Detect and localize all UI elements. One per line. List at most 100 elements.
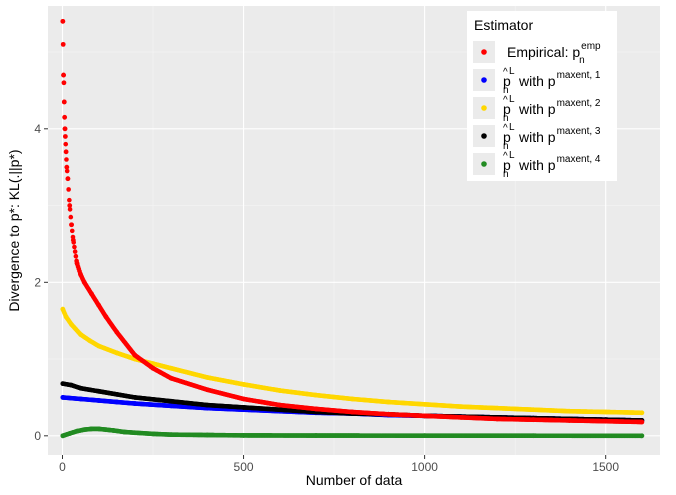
legend-label: with p xyxy=(518,129,556,145)
y-tick-label: 0 xyxy=(34,429,41,443)
point-empirical xyxy=(458,414,464,420)
point-empirical xyxy=(349,409,355,415)
legend-label-sup: maxent, 4 xyxy=(557,154,601,165)
point-empirical xyxy=(64,164,70,170)
hat-sup: L xyxy=(509,150,515,161)
point-maxent4 xyxy=(60,433,66,439)
legend-label-sub: n xyxy=(503,141,509,152)
point-maxent4 xyxy=(168,432,174,438)
point-maxent2 xyxy=(530,407,536,413)
point-maxent4 xyxy=(313,433,319,438)
hat-mark: ^ xyxy=(503,123,508,134)
point-maxent2 xyxy=(114,350,120,356)
point-empirical xyxy=(567,418,572,423)
point-maxent2 xyxy=(639,410,645,416)
point-empirical xyxy=(62,126,68,132)
point-empirical xyxy=(64,157,69,162)
legend-label: with p xyxy=(518,73,556,89)
legend-label-sup: maxent, 2 xyxy=(557,98,601,109)
y-axis-title: Divergence to p*: KL(.||p*) xyxy=(6,149,22,311)
point-maxent3 xyxy=(114,391,120,397)
point-maxent4 xyxy=(110,428,116,433)
point-empirical xyxy=(63,141,69,147)
point-maxent2 xyxy=(63,314,69,320)
legend-item-maxent1: ^ Lpn with p maxent, 1 xyxy=(473,66,601,96)
legend-item-empirical: Empirical: p emp n xyxy=(473,41,601,66)
p-symbol: p xyxy=(503,129,511,145)
point-empirical xyxy=(386,411,391,417)
legend-background xyxy=(467,11,617,181)
legend-swatch xyxy=(481,49,487,55)
point-maxent4 xyxy=(74,428,80,434)
point-maxent2 xyxy=(422,401,428,407)
point-maxent3 xyxy=(87,387,93,393)
point-maxent2 xyxy=(277,388,283,393)
legend-label-sup: maxent, 3 xyxy=(557,126,601,137)
point-empirical xyxy=(69,228,75,234)
point-empirical xyxy=(65,176,71,182)
point-maxent4 xyxy=(103,427,109,433)
legend-label-sub: n xyxy=(579,55,585,66)
point-maxent2 xyxy=(386,399,391,405)
point-maxent1 xyxy=(78,396,83,402)
point-empirical xyxy=(63,149,69,155)
legend-label-sub: n xyxy=(503,113,509,124)
legend-label: with p xyxy=(518,157,556,173)
point-maxent3 xyxy=(168,398,174,404)
legend-swatch xyxy=(481,77,487,83)
legend-swatch xyxy=(481,105,487,111)
point-empirical xyxy=(68,214,74,220)
point-maxent4 xyxy=(150,431,156,437)
point-empirical xyxy=(73,253,79,259)
point-maxent3 xyxy=(60,381,66,387)
point-maxent2 xyxy=(96,343,102,349)
hat-mark: ^ xyxy=(503,95,508,106)
point-empirical xyxy=(64,168,70,174)
p-symbol: p xyxy=(503,101,511,117)
point-empirical xyxy=(61,72,66,78)
point-maxent3 xyxy=(132,395,138,400)
point-empirical xyxy=(313,406,319,412)
point-empirical xyxy=(66,187,71,192)
point-maxent3 xyxy=(204,402,210,408)
point-empirical xyxy=(74,260,80,266)
point-empirical xyxy=(114,329,120,335)
hat-sup: L xyxy=(509,122,515,133)
point-maxent2 xyxy=(60,306,66,312)
legend-swatch xyxy=(481,133,487,139)
p-symbol: p xyxy=(503,73,511,89)
point-empirical xyxy=(96,302,102,308)
point-empirical xyxy=(72,249,78,254)
series-maxent4 xyxy=(60,426,645,439)
x-axis: 0 500 1000 1500 xyxy=(59,455,619,474)
legend-label-sub: n xyxy=(503,169,509,180)
point-empirical xyxy=(494,416,500,422)
y-tick-label: 2 xyxy=(34,275,41,289)
point-maxent2 xyxy=(567,408,572,414)
point-empirical xyxy=(67,207,73,212)
legend-title: Estimator xyxy=(474,17,533,33)
hat-sup: L xyxy=(509,94,515,105)
legend-label: Empirical: p xyxy=(507,44,580,60)
point-empirical xyxy=(603,418,609,424)
point-empirical xyxy=(422,413,428,419)
point-empirical xyxy=(81,279,87,285)
data-points xyxy=(60,18,645,439)
point-empirical xyxy=(150,365,156,371)
point-maxent4 xyxy=(96,426,102,432)
x-tick-label: 0 xyxy=(59,460,66,474)
point-maxent2 xyxy=(87,338,93,344)
point-maxent2 xyxy=(494,405,500,411)
point-maxent2 xyxy=(349,396,355,402)
point-maxent3 xyxy=(277,407,283,413)
point-maxent4 xyxy=(89,426,94,432)
point-maxent3 xyxy=(78,385,83,391)
point-maxent1 xyxy=(114,399,120,405)
point-maxent3 xyxy=(69,382,74,388)
point-empirical xyxy=(530,417,536,423)
point-empirical xyxy=(103,314,109,320)
point-empirical xyxy=(61,99,67,105)
point-maxent2 xyxy=(69,322,74,327)
